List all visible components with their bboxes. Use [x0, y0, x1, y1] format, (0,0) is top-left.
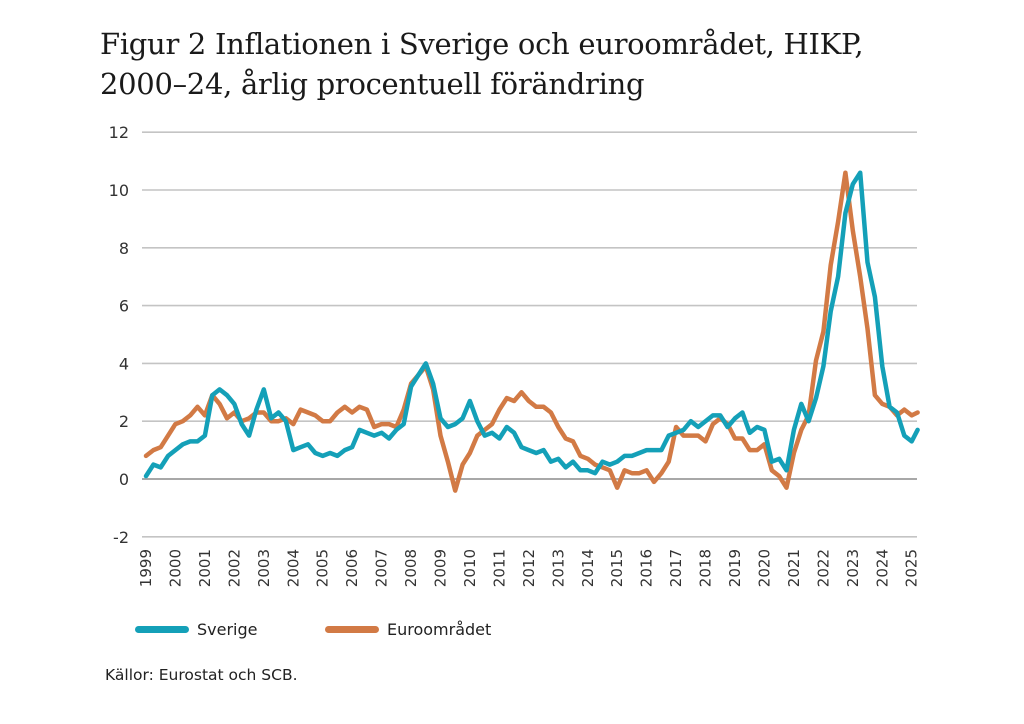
x-tick-label: 2019 — [726, 549, 744, 587]
y-axis-ticks: 12 10 8 6 4 2 0 -2 — [109, 123, 129, 547]
x-tick-label: 2003 — [255, 549, 273, 587]
y-tick-label: 10 — [109, 181, 129, 200]
x-tick-label: 2024 — [873, 549, 891, 587]
x-axis-ticks: 1999 2000 2001 2002 2003 2004 2005 2006 2007 2008… — [137, 549, 921, 587]
chart-title: Figur 2 Inflationen i Sverige och euroom… — [100, 24, 900, 104]
x-tick-label: 2004 — [284, 549, 302, 587]
legend-item-sverige: Sverige — [135, 620, 258, 639]
source-note: Källor: Eurostat och SCB. — [105, 666, 298, 684]
x-tick-label: 2025 — [903, 549, 921, 587]
x-tick-label: 2001 — [196, 549, 214, 587]
y-tick-label: 4 — [119, 354, 129, 373]
y-tick-label: 6 — [119, 297, 129, 316]
x-tick-label: 2021 — [785, 549, 803, 587]
x-tick-label: 2007 — [373, 549, 391, 587]
legend-item-euroomradet: Euroområdet — [325, 620, 491, 639]
x-tick-label: 2010 — [461, 549, 479, 587]
x-tick-label: 2017 — [667, 549, 685, 587]
x-tick-label: 2006 — [343, 549, 361, 587]
x-tick-label: 2022 — [814, 549, 832, 587]
x-tick-label: 2009 — [432, 549, 450, 587]
chart-title-line-1: Figur 2 Inflationen i Sverige och euroom… — [100, 27, 864, 61]
legend-label-euroomradet: Euroområdet — [387, 620, 492, 639]
y-tick-label: 0 — [119, 470, 129, 489]
series-lines — [143, 170, 920, 493]
y-tick-label: -2 — [113, 528, 129, 547]
x-tick-label: 1999 — [137, 549, 155, 587]
x-tick-label: 2002 — [225, 549, 243, 587]
x-tick-label: 2005 — [314, 549, 332, 587]
y-tick-label: 8 — [119, 239, 129, 258]
x-tick-label: 2020 — [755, 549, 773, 587]
chart-title-line-2: 2000–24, årlig procentuell förändring — [100, 67, 645, 101]
legend-label-sverige: Sverige — [197, 620, 258, 639]
x-tick-label: 2013 — [549, 549, 567, 587]
x-tick-label: 2012 — [520, 549, 538, 587]
y-tick-label: 2 — [119, 412, 129, 431]
grid-lines — [142, 131, 917, 538]
x-tick-label: 2014 — [579, 549, 597, 587]
x-tick-label: 2008 — [402, 549, 420, 587]
x-tick-label: 2011 — [490, 549, 508, 587]
y-tick-label: 12 — [109, 123, 129, 142]
x-tick-label: 2000 — [166, 549, 184, 587]
series-line-sverige — [143, 170, 920, 479]
series-line-euroomrdet — [143, 170, 920, 493]
x-tick-label: 2015 — [608, 549, 626, 587]
x-tick-label: 2018 — [697, 549, 715, 587]
legend-swatch-euroomradet — [325, 626, 379, 633]
x-tick-label: 2016 — [638, 549, 656, 587]
legend-swatch-sverige — [135, 626, 189, 633]
x-tick-label: 2023 — [844, 549, 862, 587]
line-chart: 12 10 8 6 4 2 0 -2 1999 2000 2001 2002 2003 2004 2005… — [109, 123, 921, 587]
